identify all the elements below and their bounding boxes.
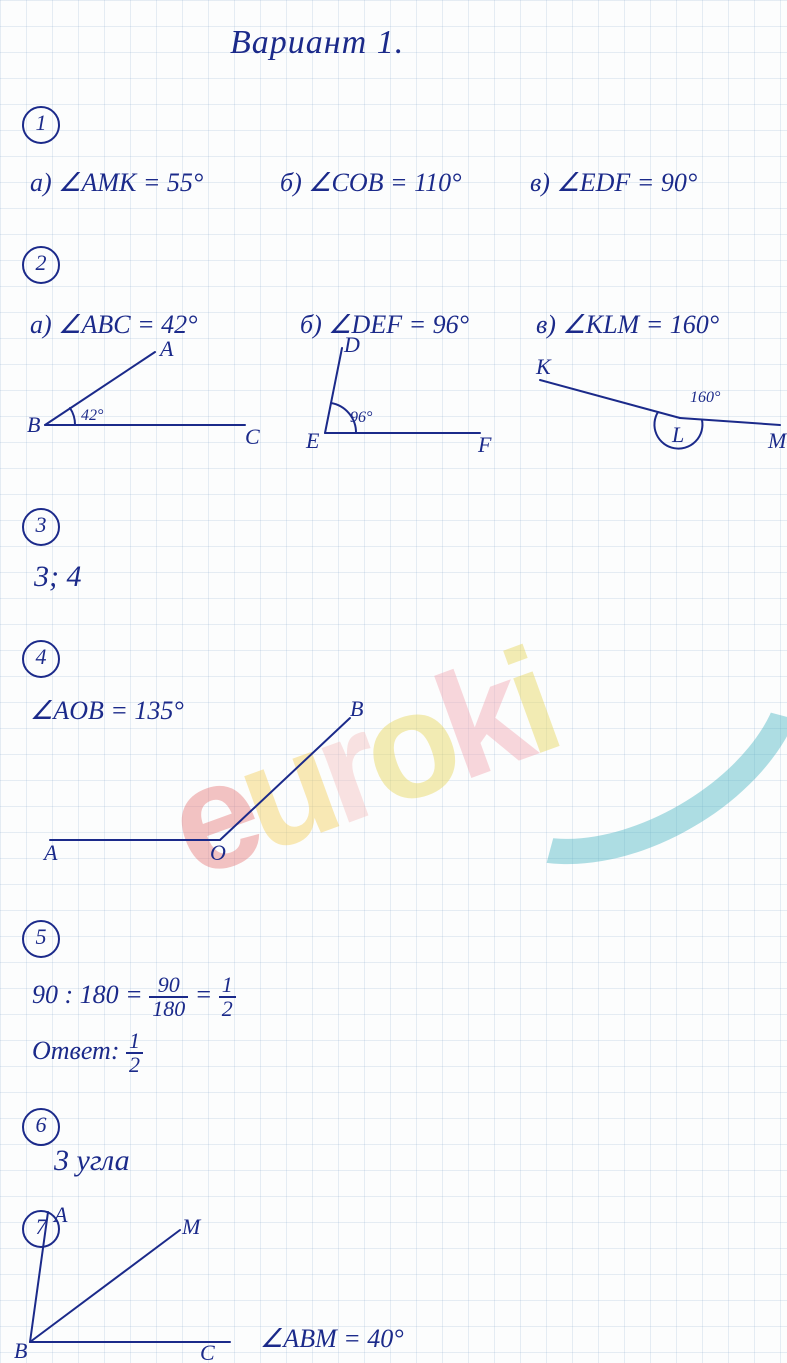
svg-text:C: C xyxy=(200,1340,215,1363)
p5-frac2-den: 2 xyxy=(219,998,236,1020)
svg-text:C: C xyxy=(245,424,260,449)
p2-item-c-text: в) ∠KLM = 160° xyxy=(536,310,719,340)
svg-text:96°: 96° xyxy=(350,409,373,426)
p5-frac2: 1 2 xyxy=(219,974,236,1020)
svg-text:B: B xyxy=(27,412,40,437)
p5-answer-num: 1 xyxy=(126,1030,143,1054)
svg-text:A: A xyxy=(52,1202,68,1227)
p5-answer-den: 2 xyxy=(126,1054,143,1076)
svg-text:D: D xyxy=(343,332,360,357)
p4-diagram: A O B xyxy=(50,700,410,860)
problem-marker-3: 3 xyxy=(22,508,60,546)
svg-text:A: A xyxy=(158,336,174,361)
problem-marker-5: 5 xyxy=(22,920,60,958)
problem-marker-2: 2 xyxy=(22,246,60,284)
p2-diagram-c: 160° K L M xyxy=(540,370,787,460)
p5-eq: = xyxy=(195,980,213,1009)
p7-text: ∠ABM = 40° xyxy=(260,1324,404,1354)
notebook-page: euroki Вариант 1. 1 а) ∠AMK = 55° б) ∠CO… xyxy=(0,0,787,1363)
p5-frac1: 90 180 xyxy=(149,974,188,1020)
svg-text:B: B xyxy=(14,1338,27,1363)
watermark-swoosh xyxy=(415,534,787,921)
p5-frac2-num: 1 xyxy=(219,974,236,998)
problem-marker-6: 6 xyxy=(22,1108,60,1146)
svg-text:A: A xyxy=(42,840,58,865)
p5-frac1-den: 180 xyxy=(149,998,188,1020)
p3-text: 3; 4 xyxy=(34,560,82,594)
p5-frac1-num: 90 xyxy=(149,974,188,998)
svg-text:O: O xyxy=(210,840,226,865)
svg-text:M: M xyxy=(181,1214,202,1239)
p2-diagram-a: 42° B A C xyxy=(45,350,265,450)
svg-text:L: L xyxy=(671,422,684,447)
p2-diagram-b: 96° E D F xyxy=(320,348,500,458)
p6-text: 3 угла xyxy=(54,1144,130,1178)
p2-item-b-text: б) ∠DEF = 96° xyxy=(300,310,469,340)
page-title: Вариант 1. xyxy=(230,24,404,62)
svg-text:E: E xyxy=(305,428,320,453)
p5-answer: Ответ: 1 2 xyxy=(32,1030,143,1076)
problem-marker-4: 4 xyxy=(22,640,60,678)
svg-text:B: B xyxy=(350,696,363,721)
p1-item-b: б) ∠COB = 110° xyxy=(280,168,462,198)
p5-answer-frac: 1 2 xyxy=(126,1030,143,1076)
svg-text:42°: 42° xyxy=(81,407,104,424)
p5-answer-label: Ответ: xyxy=(32,1036,119,1065)
p5-expr: 90 : 180 = 90 180 = 1 2 xyxy=(32,974,236,1020)
p1-item-c: в) ∠EDF = 90° xyxy=(530,168,697,198)
p7-diagram: B A M C xyxy=(30,1212,250,1362)
svg-text:160°: 160° xyxy=(690,389,721,406)
svg-text:F: F xyxy=(477,432,492,457)
svg-text:M: M xyxy=(767,428,787,453)
svg-text:K: K xyxy=(535,354,552,379)
p5-lhs: 90 : 180 = xyxy=(32,980,143,1009)
problem-marker-1: 1 xyxy=(22,106,60,144)
p1-item-a: а) ∠AMK = 55° xyxy=(30,168,203,198)
